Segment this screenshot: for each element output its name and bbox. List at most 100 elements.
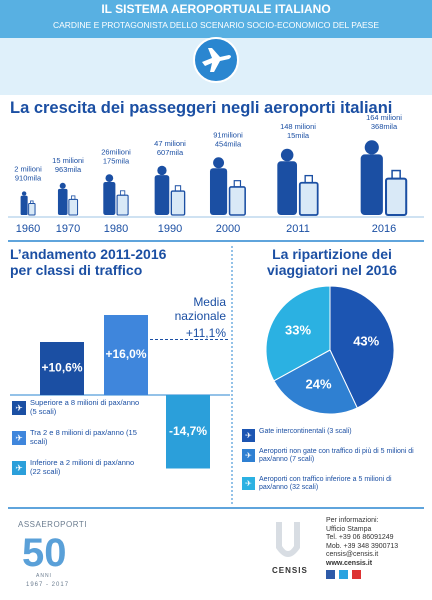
- passenger-label: 164 milioni: [366, 113, 402, 122]
- value-label: 24%: [306, 377, 332, 392]
- head: [364, 140, 379, 155]
- header-band: [0, 0, 432, 38]
- contact: Mob. +39 348 3900713: [326, 542, 399, 550]
- passenger-label: 910mila: [15, 173, 42, 182]
- head: [280, 148, 294, 162]
- legend-swatch: [242, 429, 255, 442]
- head: [59, 182, 66, 189]
- head: [21, 191, 27, 196]
- body: [209, 168, 228, 215]
- passenger-label: 91milioni: [213, 130, 243, 139]
- suitcase: [28, 202, 36, 216]
- body: [277, 161, 298, 215]
- pie-slice: [265, 285, 331, 382]
- passenger-label: 963mila: [55, 165, 82, 174]
- contact: www.censis.it: [326, 559, 373, 567]
- assaeroporti: ASSAEROPORTI: [18, 520, 87, 529]
- passenger-label: 2 milioni: [14, 164, 42, 173]
- censis: CENSIS: [272, 566, 308, 575]
- year-label: 2016: [372, 223, 396, 235]
- contact: Ufficio Stampa: [326, 525, 372, 533]
- body: [57, 188, 68, 215]
- social-icons: [326, 570, 361, 579]
- value-label: +16,0%: [105, 347, 146, 361]
- passenger-icon: [57, 182, 79, 216]
- suitcase-handle: [174, 185, 182, 192]
- contact: Tel. +39 06 86091249: [326, 534, 394, 541]
- subtitle: CARDINE E PROTAGONISTA DELLO SCENARIO SO…: [52, 20, 380, 30]
- bar: [166, 395, 210, 469]
- suitcase: [385, 177, 408, 217]
- legend-swatch: [12, 431, 26, 445]
- value-label: 33%: [285, 323, 311, 338]
- legend-label: Gate intercontinentali (3 scali): [259, 428, 352, 435]
- body: [360, 154, 383, 215]
- suitcase-handle: [233, 180, 242, 188]
- legend-label: Aeroporti con traffico inferiore a 5 mil…: [259, 476, 392, 492]
- suitcase: [228, 186, 246, 216]
- legend-swatch: [12, 461, 26, 475]
- title: IL SISTEMA AEROPORTUALE ITALIANO: [101, 2, 331, 16]
- value-label: +10,6%: [41, 361, 82, 375]
- passenger-label: 148 milioni: [280, 122, 316, 131]
- anniversary-years: 1967 - 2017: [26, 582, 70, 588]
- censis-logo: [276, 522, 300, 557]
- year-label: 2000: [216, 223, 240, 235]
- legend-glyph: ✈: [245, 479, 252, 488]
- suitcase: [68, 198, 79, 216]
- passenger-icon: [277, 148, 319, 216]
- passenger-label: 368mila: [371, 122, 398, 131]
- year-label: 1970: [56, 223, 80, 235]
- passenger-label: 26milioni: [101, 147, 131, 156]
- suitcase-handle: [304, 174, 313, 184]
- suitcase-handle: [30, 200, 34, 204]
- legend-label: Inferiore a 2 milioni di pax/anno (22 sc…: [30, 458, 135, 476]
- value-label: -14,7%: [169, 424, 207, 438]
- bar: [40, 342, 84, 395]
- suitcase-handle: [71, 195, 76, 200]
- legend-label: Tra 2 e 8 milioni di pax/anno (15 scali): [30, 428, 137, 446]
- head: [157, 165, 167, 176]
- head: [213, 157, 225, 169]
- pie-slice: [329, 285, 395, 409]
- legend-swatch: [242, 477, 255, 490]
- suitcase: [298, 181, 319, 216]
- passenger-label: 15 milioni: [52, 156, 84, 165]
- passenger-label: 454mila: [215, 139, 242, 148]
- plane-icon: [202, 48, 231, 72]
- passenger-icon: [103, 174, 129, 216]
- passenger-icon: [154, 165, 186, 216]
- legend-swatch: [12, 401, 26, 415]
- passenger-icon: [209, 157, 246, 216]
- legend-label: Superiore a 8 milioni di pax/anno (5 sca…: [30, 398, 140, 416]
- reference-label: Media nazionale: [174, 295, 226, 323]
- year-label: 1990: [158, 223, 182, 235]
- pie-slice: [273, 349, 358, 415]
- body: [154, 175, 170, 215]
- passenger-label: 175mila: [103, 156, 130, 165]
- value-label: 43%: [353, 333, 379, 348]
- suitcase-handle: [391, 169, 401, 180]
- suitcase-handle: [119, 190, 126, 196]
- anniversary-number: 50: [22, 531, 67, 575]
- contact: Per informazioni:: [326, 517, 379, 524]
- body: [103, 182, 116, 215]
- chart-title: La ripartizione dei viaggiatori nel 2016: [267, 246, 397, 279]
- contact: censis@censis.it: [326, 551, 379, 558]
- reference-value: +11,1%: [185, 325, 226, 340]
- bar: [104, 315, 148, 395]
- passenger-label: 47 milioni: [154, 139, 186, 148]
- head: [105, 174, 114, 182]
- legend-swatch: [242, 449, 255, 462]
- legend-glyph: ✈: [245, 431, 252, 440]
- legend-glyph: ✈: [15, 433, 23, 443]
- suitcase: [116, 194, 129, 216]
- passenger-label: 15mila: [287, 131, 310, 140]
- legend-glyph: ✈: [245, 451, 252, 460]
- year-label: 1960: [16, 223, 40, 235]
- chart-title: L’andamento 2011-2016 per classi di traf…: [10, 246, 167, 279]
- section-title: La crescita dei passeggeri negli aeropor…: [10, 99, 393, 117]
- legend-label: Aeroporti non gate con traffico di più d…: [259, 448, 414, 464]
